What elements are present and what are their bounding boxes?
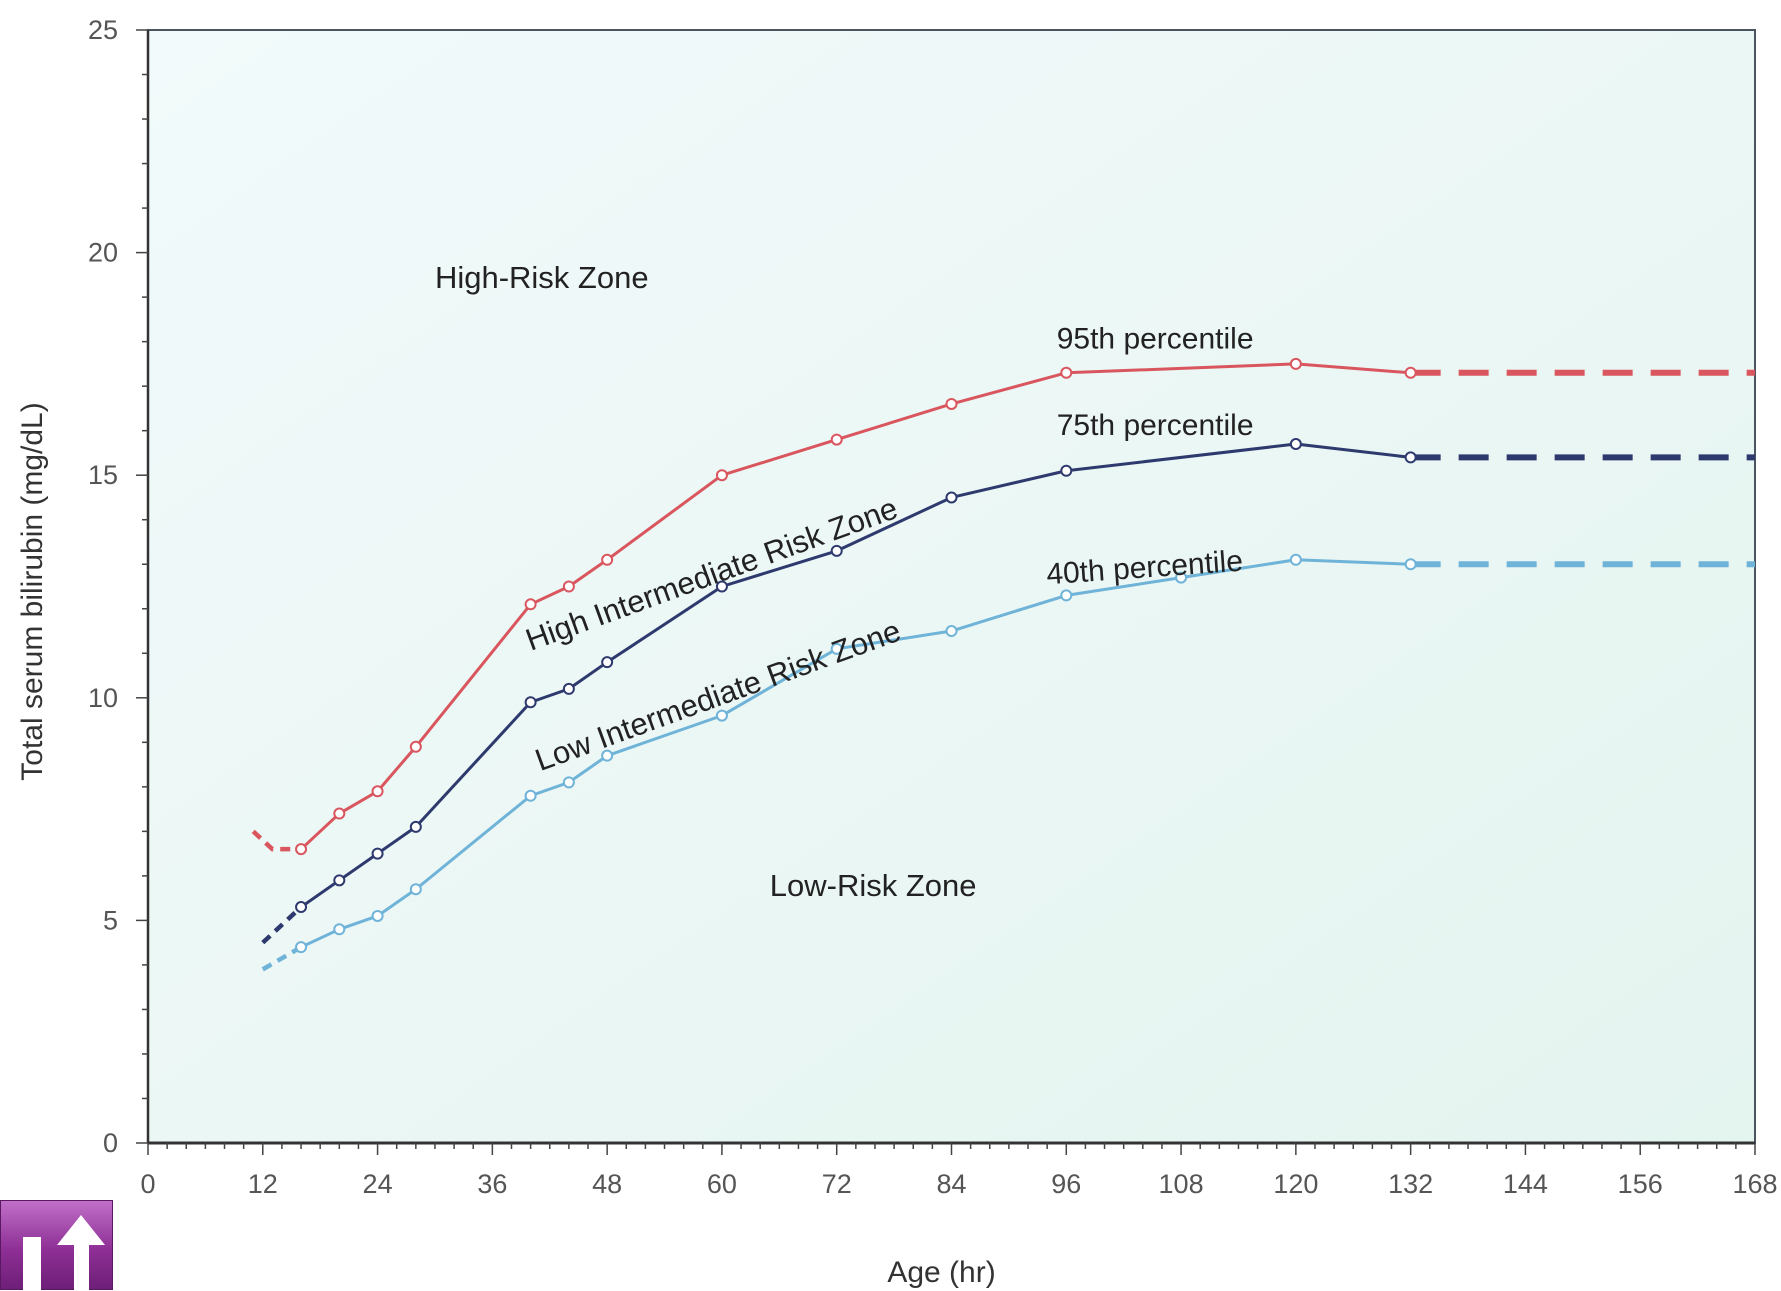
- data-point: [601, 749, 614, 762]
- y-axis-label: Total serum bilirubin (mg/dL): [16, 402, 49, 780]
- x-tick-label: 120: [1273, 1169, 1318, 1199]
- data-point: [830, 544, 843, 557]
- data-point: [1404, 366, 1417, 379]
- data-point: [333, 923, 346, 936]
- data-point: [333, 807, 346, 820]
- data-point: [601, 656, 614, 669]
- data-point: [1060, 366, 1073, 379]
- axes: 0 12 24 36 48 60 72 84 96 108 120 132 144 156 168 0 5 10 1…: [16, 15, 1778, 1289]
- x-tick-label: 48: [592, 1169, 622, 1199]
- y-tick-label: 20: [88, 238, 118, 268]
- data-point: [715, 709, 728, 722]
- series-1: [251, 357, 1755, 856]
- y-tick-label: 0: [103, 1128, 118, 1158]
- data-point: [562, 580, 575, 593]
- y-tick-label: 25: [88, 15, 118, 45]
- data-point: [371, 847, 384, 860]
- data-point: [1404, 451, 1417, 464]
- x-tick-label: 132: [1388, 1169, 1433, 1199]
- data-point: [524, 789, 537, 802]
- series-early-dashed-segment: [261, 905, 303, 945]
- x-tick-label: 144: [1503, 1169, 1548, 1199]
- data-point: [562, 776, 575, 789]
- series-2: [261, 438, 1755, 945]
- x-tick-label: 36: [477, 1169, 507, 1199]
- data-point: [333, 874, 346, 887]
- data-point: [524, 696, 537, 709]
- y-tick-label: 5: [103, 905, 118, 935]
- series-layer: [251, 357, 1755, 972]
- series-label: 95th percentile: [1057, 322, 1254, 355]
- data-point: [945, 397, 958, 410]
- x-tick-label: 0: [140, 1169, 155, 1199]
- data-point: [715, 580, 728, 593]
- data-point: [409, 820, 422, 833]
- data-point: [601, 553, 614, 566]
- x-axis-label: Age (hr): [887, 1256, 995, 1289]
- plot-background: [148, 30, 1755, 1143]
- data-point: [1060, 589, 1073, 602]
- data-point: [409, 740, 422, 753]
- series-early-dashed-segment: [261, 945, 303, 972]
- data-point: [830, 433, 843, 446]
- zone-label: Low-Risk Zone: [770, 868, 977, 903]
- x-tick-label: 60: [707, 1169, 737, 1199]
- data-point: [295, 901, 308, 914]
- series-label: 75th percentile: [1057, 409, 1254, 442]
- return-button[interactable]: [0, 1200, 113, 1291]
- zone-label: High-Risk Zone: [435, 260, 649, 295]
- x-tick-label: 96: [1051, 1169, 1081, 1199]
- data-point: [1060, 464, 1073, 477]
- data-point: [945, 625, 958, 638]
- data-point: [1289, 438, 1302, 451]
- x-tick-label: 156: [1618, 1169, 1663, 1199]
- data-point: [295, 843, 308, 856]
- return-arrow-icon: [23, 1215, 105, 1291]
- y-tick-label: 10: [88, 683, 118, 713]
- y-tick-label: 15: [88, 460, 118, 490]
- data-point: [715, 469, 728, 482]
- data-point: [830, 642, 843, 655]
- data-point: [562, 682, 575, 695]
- series-3: [261, 553, 1755, 972]
- x-tick-label: 24: [363, 1169, 393, 1199]
- data-point: [371, 785, 384, 798]
- x-tick-label: 12: [248, 1169, 278, 1199]
- data-point: [409, 883, 422, 896]
- data-point: [945, 491, 958, 504]
- data-point: [1404, 558, 1417, 571]
- x-tick-label: 84: [936, 1169, 966, 1199]
- data-point: [524, 598, 537, 611]
- series-early-dashed-segment: [251, 829, 302, 852]
- data-point: [1175, 571, 1188, 584]
- data-point: [371, 909, 384, 922]
- x-tick-label: 108: [1159, 1169, 1204, 1199]
- x-tick-label: 168: [1732, 1169, 1777, 1199]
- data-point: [1289, 357, 1302, 370]
- series-line: [300, 558, 1411, 949]
- data-point: [1289, 553, 1302, 566]
- data-point: [295, 941, 308, 954]
- x-tick-label: 72: [822, 1169, 852, 1199]
